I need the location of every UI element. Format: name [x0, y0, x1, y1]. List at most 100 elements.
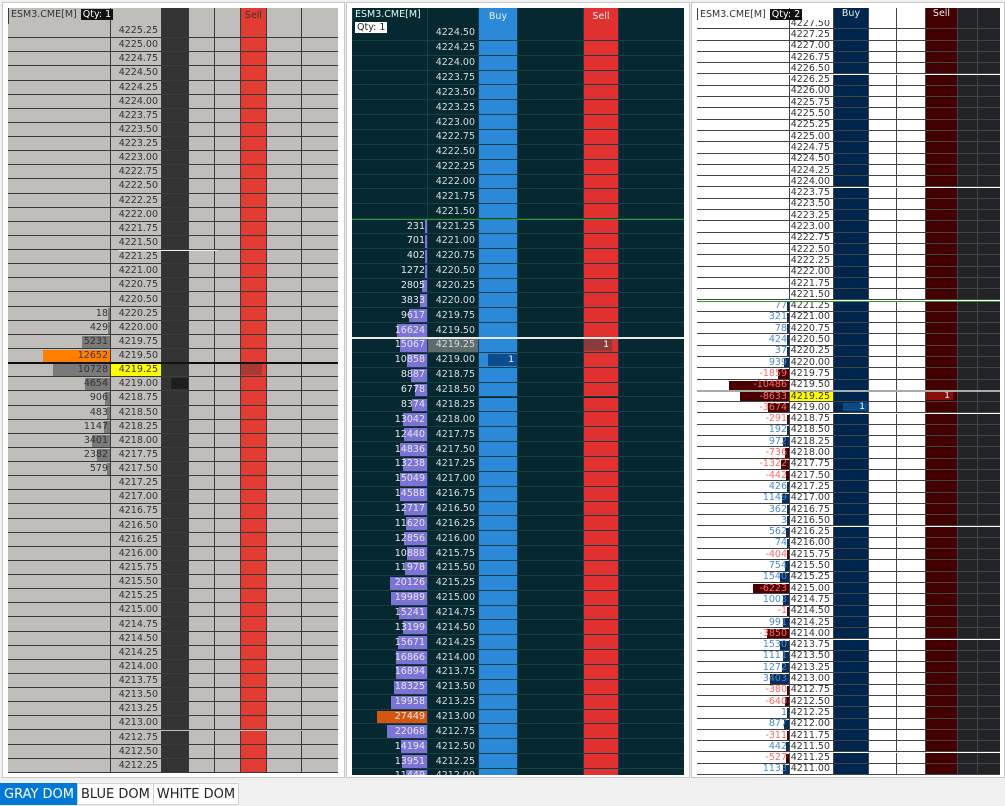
sell-cell[interactable] [240, 221, 266, 235]
buy-cell[interactable] [833, 379, 868, 390]
buy-cell[interactable] [161, 631, 188, 645]
buy-cell[interactable] [161, 278, 188, 292]
price-row[interactable]: -3850 4214.00 [697, 628, 1000, 640]
sell-cell[interactable] [925, 583, 957, 594]
order-qty-field[interactable]: Qty: 2 [769, 9, 803, 20]
price-row[interactable]: 877 4212.00 [697, 718, 1000, 730]
buy-cell[interactable] [478, 115, 517, 130]
buy-cell[interactable] [161, 348, 188, 363]
sell-cell[interactable] [583, 26, 618, 40]
buy-cell[interactable] [478, 382, 517, 397]
price-row[interactable]: 4221.50 [697, 289, 1000, 301]
buy-cell[interactable] [478, 338, 517, 352]
sell-cell[interactable] [925, 458, 957, 469]
buy-cell[interactable] [833, 311, 868, 323]
buy-cell[interactable] [161, 363, 188, 377]
buy-cell[interactable] [833, 696, 868, 707]
buy-cell[interactable] [833, 277, 868, 289]
price-row[interactable]: 4214.75 [8, 617, 338, 632]
buy-cell[interactable] [833, 51, 868, 63]
sell-cell[interactable] [240, 702, 266, 716]
price-row[interactable]: 4214.25 [8, 645, 338, 660]
buy-cell[interactable] [161, 702, 188, 716]
price-row[interactable]: 4224.25 [8, 80, 338, 95]
buy-cell[interactable] [833, 650, 868, 662]
sell-cell[interactable] [925, 707, 957, 718]
buy-cell[interactable] [161, 645, 188, 659]
price-row[interactable]: 4215.00 [8, 603, 338, 618]
buy-cell[interactable] [833, 74, 868, 85]
buy-cell[interactable] [478, 471, 517, 486]
price-row[interactable]: -3674 4219.00 1 [697, 402, 1000, 414]
sell-cell[interactable] [240, 433, 266, 447]
buy-cell[interactable] [161, 377, 188, 391]
buy-cell[interactable]: 1 [833, 402, 868, 413]
buy-cell[interactable] [161, 151, 188, 165]
price-row[interactable]: 11620 4216.25 [352, 516, 684, 532]
price-row[interactable]: 10888 4215.75 [352, 546, 684, 561]
buy-cell[interactable] [161, 560, 188, 575]
buy-cell[interactable] [478, 412, 517, 427]
sell-cell[interactable] [925, 549, 957, 560]
price-row[interactable]: 1147 4218.25 [8, 419, 338, 434]
price-row[interactable]: -404 4215.75 [697, 549, 1000, 561]
buy-order-marker[interactable] [171, 378, 188, 390]
sell-cell[interactable] [925, 470, 957, 481]
price-row[interactable]: 991 4214.25 [697, 616, 1000, 629]
buy-cell[interactable] [161, 688, 188, 702]
sell-cell[interactable] [925, 311, 957, 323]
sell-cell[interactable] [240, 447, 266, 462]
sell-cell[interactable] [240, 94, 266, 108]
price-row[interactable]: -291 4218.75 [697, 413, 1000, 425]
sell-cell[interactable] [240, 730, 266, 744]
price-row[interactable]: 1149 4217.00 [697, 492, 1000, 504]
sell-cell[interactable] [583, 516, 618, 531]
buy-cell[interactable] [478, 709, 517, 724]
sell-cell[interactable] [925, 492, 957, 503]
sell-cell[interactable] [925, 650, 957, 662]
buy-cell[interactable] [833, 368, 868, 379]
price-row[interactable]: -6223 4215.00 [697, 583, 1000, 595]
buy-cell[interactable] [833, 85, 868, 97]
sell-cell[interactable] [583, 486, 618, 501]
sell-cell[interactable] [925, 323, 957, 334]
price-row[interactable]: 13951 4212.25 [352, 754, 684, 769]
price-row[interactable]: 4654 4219.00 [8, 377, 338, 392]
price-row[interactable]: 6778 4218.50 [352, 382, 684, 398]
sell-cell[interactable] [583, 382, 618, 397]
price-row[interactable]: -380 4212.75 [697, 684, 1000, 696]
sell-cell[interactable] [925, 153, 957, 164]
buy-cell[interactable] [161, 179, 188, 193]
sell-cell[interactable] [925, 289, 957, 300]
sell-cell[interactable] [583, 620, 618, 635]
price-row[interactable]: 4212.75 [8, 730, 338, 745]
price-row[interactable]: 579 4217.50 [8, 462, 338, 477]
buy-cell[interactable] [833, 763, 868, 775]
price-row[interactable]: 4222.50 [697, 244, 1000, 256]
buy-cell[interactable] [833, 549, 868, 560]
buy-cell[interactable] [161, 207, 188, 221]
price-row[interactable]: 15049 4217.00 [352, 471, 684, 487]
price-row[interactable]: 4216.00 [8, 546, 338, 561]
buy-cell[interactable] [833, 40, 868, 51]
sell-cell[interactable] [240, 122, 266, 137]
sell-cell[interactable] [583, 442, 618, 456]
price-row[interactable]: 4223.75 [352, 70, 684, 86]
buy-cell[interactable] [833, 221, 868, 232]
sell-cell[interactable] [925, 176, 957, 187]
price-row[interactable]: 4223.25 [8, 137, 338, 152]
sell-cell[interactable] [583, 204, 618, 219]
buy-cell[interactable] [161, 24, 188, 38]
price-row[interactable]: 2805 4220.25 [352, 278, 684, 294]
sell-cell[interactable] [925, 51, 957, 63]
sell-cell[interactable] [925, 119, 957, 130]
buy-cell[interactable] [478, 739, 517, 754]
buy-cell[interactable] [478, 516, 517, 531]
price-row[interactable]: 562 4216.25 [697, 526, 1000, 538]
price-row[interactable]: -736 4218.00 [697, 447, 1000, 459]
sell-cell[interactable] [583, 590, 618, 605]
buy-cell[interactable] [478, 679, 517, 694]
buy-cell[interactable] [478, 263, 517, 278]
price-row[interactable]: 4222.75 [352, 130, 684, 145]
price-row[interactable]: 4220.75 [8, 278, 338, 293]
